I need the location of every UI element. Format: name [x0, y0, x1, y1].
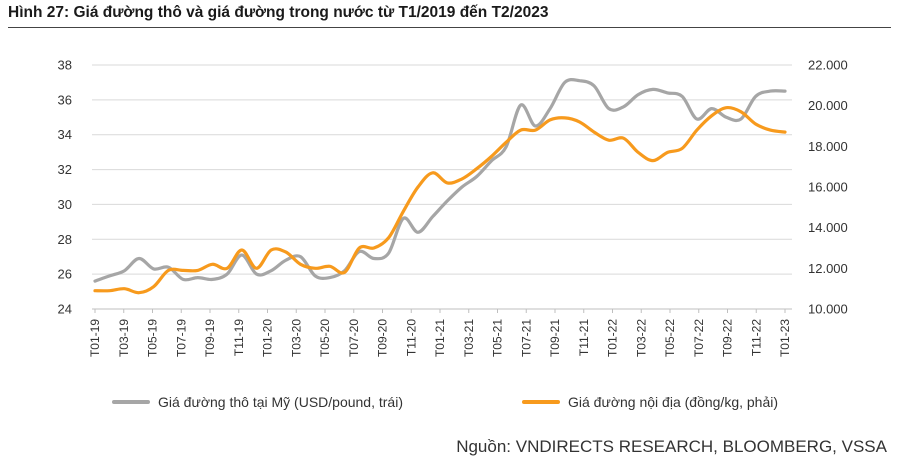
x-tick-label: T07-22 — [692, 319, 706, 357]
x-tick-label: T07-21 — [519, 319, 533, 357]
x-tick-label: T07-19 — [174, 319, 188, 357]
x-tick-label: T05-20 — [318, 319, 332, 357]
x-tick-label: T03-20 — [289, 319, 303, 357]
left-axis: 24 26 28 30 32 34 36 38 — [58, 58, 72, 317]
x-tick-label: T05-21 — [491, 319, 505, 357]
left-tick-label: 28 — [58, 232, 72, 247]
right-tick-label: 12.000 — [808, 261, 848, 276]
x-tick-label: T01-23 — [778, 319, 792, 357]
x-tick-label: T09-19 — [203, 319, 217, 357]
x-tick-label: T05-22 — [663, 319, 677, 357]
right-axis: 10.000 12.000 14.000 16.000 18.000 20.000 22.0… — [808, 58, 848, 317]
x-tick-label: T11-22 — [749, 319, 763, 356]
x-tick-label: T09-22 — [721, 319, 735, 357]
right-tick-label: 18.000 — [808, 139, 848, 154]
legend-label-domestic-sugar: Giá đường nội địa (đồng/kg, phải) — [568, 394, 779, 410]
right-tick-label: 22.000 — [808, 58, 848, 73]
x-tick-label: T07-20 — [347, 319, 361, 357]
left-tick-label: 32 — [58, 162, 72, 177]
right-tick-label: 20.000 — [808, 98, 848, 113]
x-tick-label: T01-19 — [88, 319, 102, 357]
series-lines — [93, 78, 787, 295]
x-tick-label: T09-20 — [376, 319, 390, 357]
right-tick-label: 14.000 — [808, 220, 848, 235]
right-tick-label: 10.000 — [808, 302, 848, 317]
x-tick-label: T03-21 — [462, 319, 476, 357]
x-tick-label: T03-22 — [634, 319, 648, 357]
legend-label-raw-sugar: Giá đường thô tại Mỹ (USD/pound, trái) — [158, 394, 403, 410]
source-note: Nguồn: VNDIRECTS RESEARCH, BLOOMBERG, VS… — [456, 437, 887, 456]
x-tick-label: T01-20 — [261, 319, 275, 357]
left-tick-label: 26 — [58, 267, 72, 282]
left-tick-label: 36 — [58, 92, 72, 107]
x-tick-label: T05-19 — [146, 319, 160, 357]
title-divider — [8, 27, 891, 28]
x-tick-label: T01-21 — [433, 319, 447, 357]
left-tick-label: 34 — [58, 127, 72, 142]
legend-swatch-raw-sugar — [112, 400, 150, 404]
x-tick-label: T11-20 — [404, 319, 418, 356]
chart-title: Hình 27: Giá đường thô và giá đường tron… — [8, 4, 549, 21]
x-axis: T01-19 T03-19 T05-19 T07-19 T09-19 T11-19 T01-… — [88, 308, 792, 357]
x-tick-label: T11-19 — [232, 319, 246, 356]
x-tick-label: T03-19 — [117, 319, 131, 357]
legend-item-raw-sugar: Giá đường thô tại Mỹ (USD/pound, trái) — [112, 394, 403, 410]
x-tick-label: T11-21 — [577, 319, 591, 356]
series-line-domestic-sugar — [93, 105, 787, 295]
series-line-raw-sugar — [93, 78, 787, 283]
x-tick-label: T09-21 — [548, 319, 562, 357]
right-tick-label: 16.000 — [808, 180, 848, 195]
legend-item-domestic-sugar: Giá đường nội địa (đồng/kg, phải) — [522, 394, 778, 410]
left-tick-label: 24 — [58, 302, 72, 317]
legend-swatch-domestic-sugar — [522, 400, 560, 404]
left-tick-label: 38 — [58, 58, 72, 73]
left-tick-label: 30 — [58, 197, 72, 212]
x-tick-label: T01-22 — [606, 319, 620, 357]
